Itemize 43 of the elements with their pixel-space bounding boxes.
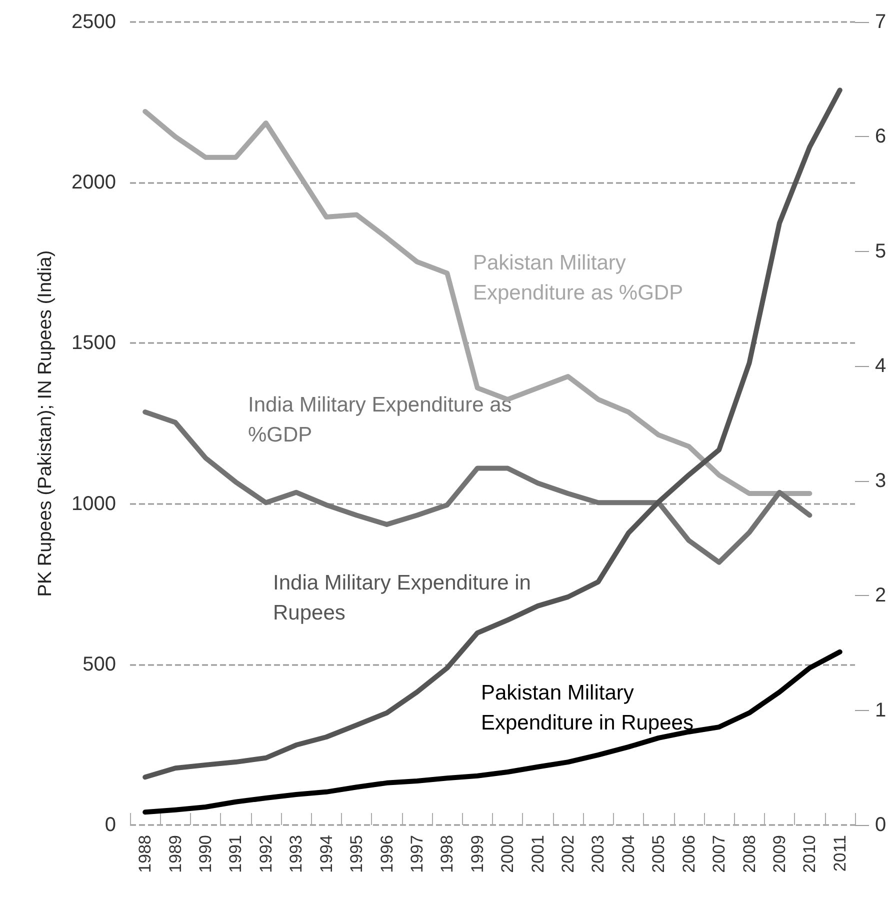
y-tick-label: 1500 <box>72 332 116 354</box>
x-tick-label: 2005 <box>649 835 668 873</box>
x-tick-label: 2006 <box>679 835 698 873</box>
series-label: Pakistan Military Expenditure in Rupees <box>481 682 694 734</box>
x-tick-label: 2001 <box>528 835 548 873</box>
y2-tick-label: 7 <box>875 11 886 33</box>
series-label: Pakistan Military Expenditure as %GDP <box>473 252 684 304</box>
x-tick-label: 1999 <box>468 835 487 873</box>
x-tick-label: 1992 <box>256 835 276 873</box>
y2-tick-label: 3 <box>875 470 886 492</box>
y-tick-label: 500 <box>82 653 116 676</box>
x-tick-label: 1996 <box>377 835 396 873</box>
x-tick-label: 2009 <box>770 835 789 873</box>
x-tick-label: 1991 <box>226 835 246 873</box>
x-tick-label: 2008 <box>740 835 759 873</box>
y2-tick-label: 2 <box>875 584 886 607</box>
x-tick-label: 2004 <box>618 835 638 873</box>
y-tick-label: 1000 <box>72 492 116 515</box>
y2-tick-label: 6 <box>875 126 886 148</box>
x-tick-label: 1988 <box>136 835 155 873</box>
series-label: India Military Expenditure in Rupees <box>273 572 537 624</box>
x-tick-label: 1993 <box>286 835 306 873</box>
x-tick-label: 1989 <box>166 835 185 873</box>
x-tick-label: 2011 <box>830 835 850 872</box>
x-tick-label: 1998 <box>438 835 457 873</box>
x-tick-label: 1990 <box>196 835 216 873</box>
y2-tick-label: 5 <box>875 240 886 262</box>
x-tick-label: 2002 <box>558 835 578 873</box>
y-tick-label: 0 <box>104 814 116 836</box>
y-tick-label: 2500 <box>72 11 116 33</box>
x-tick-label: 2003 <box>588 835 608 873</box>
y2-tick-label: 4 <box>875 355 886 378</box>
x-tick-label: 2007 <box>710 835 729 873</box>
y-axis-title: PK Rupees (Pakistan); IN Rupees (India) <box>35 250 56 597</box>
x-tick-label: 1994 <box>316 835 336 873</box>
y2-tick-label: 0 <box>875 814 886 836</box>
x-tick-label: 1995 <box>347 835 366 873</box>
x-tick-label: 2000 <box>498 835 518 873</box>
y2-tick-label: 1 <box>875 699 886 722</box>
series-label: India Military Expenditure as %GDP <box>248 394 518 446</box>
x-tick-label: 1997 <box>407 835 426 873</box>
y-tick-label: 2000 <box>72 172 116 194</box>
x-tick-label: 2010 <box>800 835 820 873</box>
